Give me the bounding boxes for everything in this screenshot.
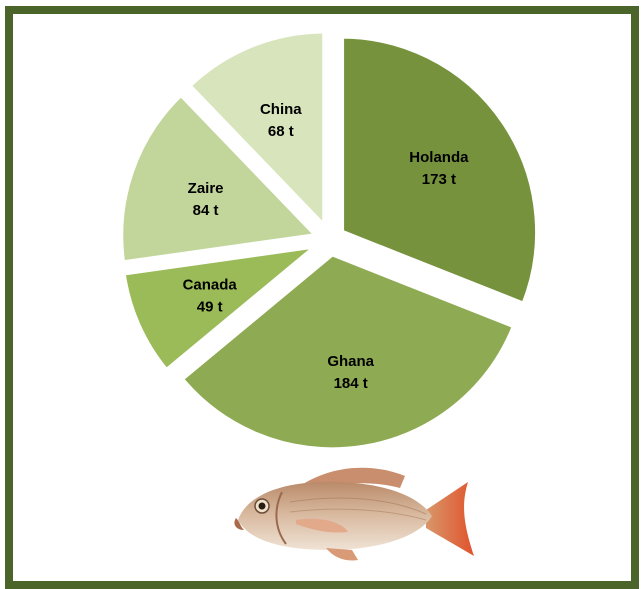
slice-label-holanda: Holanda: [409, 149, 469, 166]
fish-icon: [234, 467, 474, 561]
pie-slice-canada: [120, 243, 320, 374]
pie-slice-china: [186, 28, 328, 230]
pie-slice-ghana: [178, 251, 517, 453]
slice-label-canada: Canada: [183, 276, 238, 293]
slice-value-china: 68 t: [268, 123, 294, 140]
slice-value-zaire: 84 t: [193, 202, 219, 219]
slice-label-ghana: Ghana: [327, 353, 374, 370]
pie-slices: [118, 28, 541, 453]
pie-slice-zaire: [118, 91, 320, 266]
pie-slice-holanda: [339, 33, 541, 307]
slice-value-ghana: 184 t: [334, 375, 368, 392]
slice-label-china: China: [260, 101, 302, 118]
pie-labels: Holanda 173 t Ghana 184 t Canada 49 t Zaire 84 …: [183, 101, 470, 392]
slice-value-holanda: 173 t: [422, 171, 456, 188]
slice-label-zaire: Zaire: [188, 180, 224, 197]
slice-value-canada: 49 t: [197, 298, 223, 315]
